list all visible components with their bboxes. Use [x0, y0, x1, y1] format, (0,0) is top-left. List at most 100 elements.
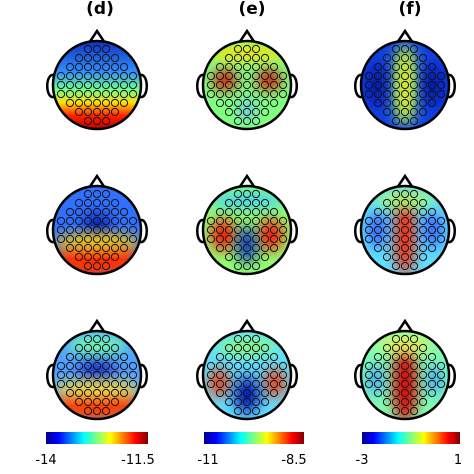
- electrode: [74, 379, 84, 389]
- electrode: [382, 252, 392, 262]
- electrode: [65, 370, 75, 380]
- electrode: [101, 361, 111, 371]
- electrode: [427, 225, 437, 235]
- electrode: [278, 89, 288, 99]
- electrode: [427, 71, 437, 81]
- electrode: [260, 62, 270, 72]
- electrode: [224, 62, 234, 72]
- electrode: [251, 189, 261, 199]
- electrode: [92, 370, 102, 380]
- electrode: [260, 243, 270, 253]
- map-blob: [393, 347, 417, 419]
- ear: [139, 218, 148, 244]
- electrode: [119, 207, 129, 217]
- electrode: [119, 216, 129, 226]
- electrode: [409, 234, 419, 244]
- electrode: [400, 379, 410, 389]
- colorbar-min: -3: [356, 453, 369, 468]
- electrode: [382, 397, 392, 407]
- electrode: [427, 80, 437, 90]
- electrode: [233, 243, 243, 253]
- electrode: [101, 343, 111, 353]
- electrode: [101, 80, 111, 90]
- electrode: [101, 53, 111, 63]
- electrode: [400, 207, 410, 217]
- electrode: [233, 189, 243, 199]
- electrode: [251, 352, 261, 362]
- electrode: [400, 62, 410, 72]
- electrode: [260, 379, 270, 389]
- electrode: [74, 98, 84, 108]
- electrode: [251, 379, 261, 389]
- electrode: [224, 198, 234, 208]
- electrode: [56, 225, 66, 235]
- electrode: [74, 343, 84, 353]
- electrode: [74, 53, 84, 63]
- electrode: [83, 80, 93, 90]
- electrode: [83, 343, 93, 353]
- electrode: [128, 89, 138, 99]
- electrode: [278, 361, 288, 371]
- colorbar-min: -11: [197, 453, 218, 468]
- map-blob: [375, 192, 435, 208]
- electrode: [233, 62, 243, 72]
- electrode: [409, 107, 419, 117]
- electrode: [409, 370, 419, 380]
- electrode: [128, 80, 138, 90]
- electrode: [436, 234, 446, 244]
- electrode: [260, 89, 270, 99]
- electrode: [101, 62, 111, 72]
- electrode: [110, 225, 120, 235]
- electrode: [101, 71, 111, 81]
- electrode: [110, 98, 120, 108]
- electrode: [400, 234, 410, 244]
- nose: [237, 28, 257, 44]
- electrode: [110, 397, 120, 407]
- electrode: [373, 62, 383, 72]
- electrode: [400, 397, 410, 407]
- electrode: [74, 352, 84, 362]
- electrode: [418, 252, 428, 262]
- electrode: [400, 243, 410, 253]
- ear: [46, 363, 55, 389]
- electrode: [83, 406, 93, 416]
- electrode: [101, 334, 111, 344]
- electrode: [92, 252, 102, 262]
- electrode: [364, 216, 374, 226]
- electrode: [251, 62, 261, 72]
- electrode: [418, 234, 428, 244]
- electrode: [409, 98, 419, 108]
- electrode: [418, 198, 428, 208]
- electrode: [251, 397, 261, 407]
- electrode: [382, 107, 392, 117]
- electrode: [382, 98, 392, 108]
- electrode: [242, 352, 252, 362]
- electrode: [110, 107, 120, 117]
- electrode: [373, 379, 383, 389]
- electrode: [251, 388, 261, 398]
- electrode: [391, 388, 401, 398]
- electrode: [92, 89, 102, 99]
- electrode: [233, 207, 243, 217]
- electrode: [418, 107, 428, 117]
- map-fill: [53, 41, 141, 129]
- electrode: [83, 107, 93, 117]
- electrode: [242, 370, 252, 380]
- head-outline: [51, 184, 143, 276]
- electrode: [364, 80, 374, 90]
- head-outline: [359, 39, 451, 131]
- electrode: [427, 98, 437, 108]
- electrode: [224, 107, 234, 117]
- electrode: [206, 89, 216, 99]
- electrode: [242, 44, 252, 54]
- electrode: [418, 62, 428, 72]
- electrode: [215, 234, 225, 244]
- electrode: [242, 379, 252, 389]
- electrode: [427, 216, 437, 226]
- electrode: [92, 261, 102, 271]
- electrode: [391, 252, 401, 262]
- nose: [237, 173, 257, 189]
- electrode: [373, 98, 383, 108]
- electrode: [409, 62, 419, 72]
- electrode: [427, 352, 437, 362]
